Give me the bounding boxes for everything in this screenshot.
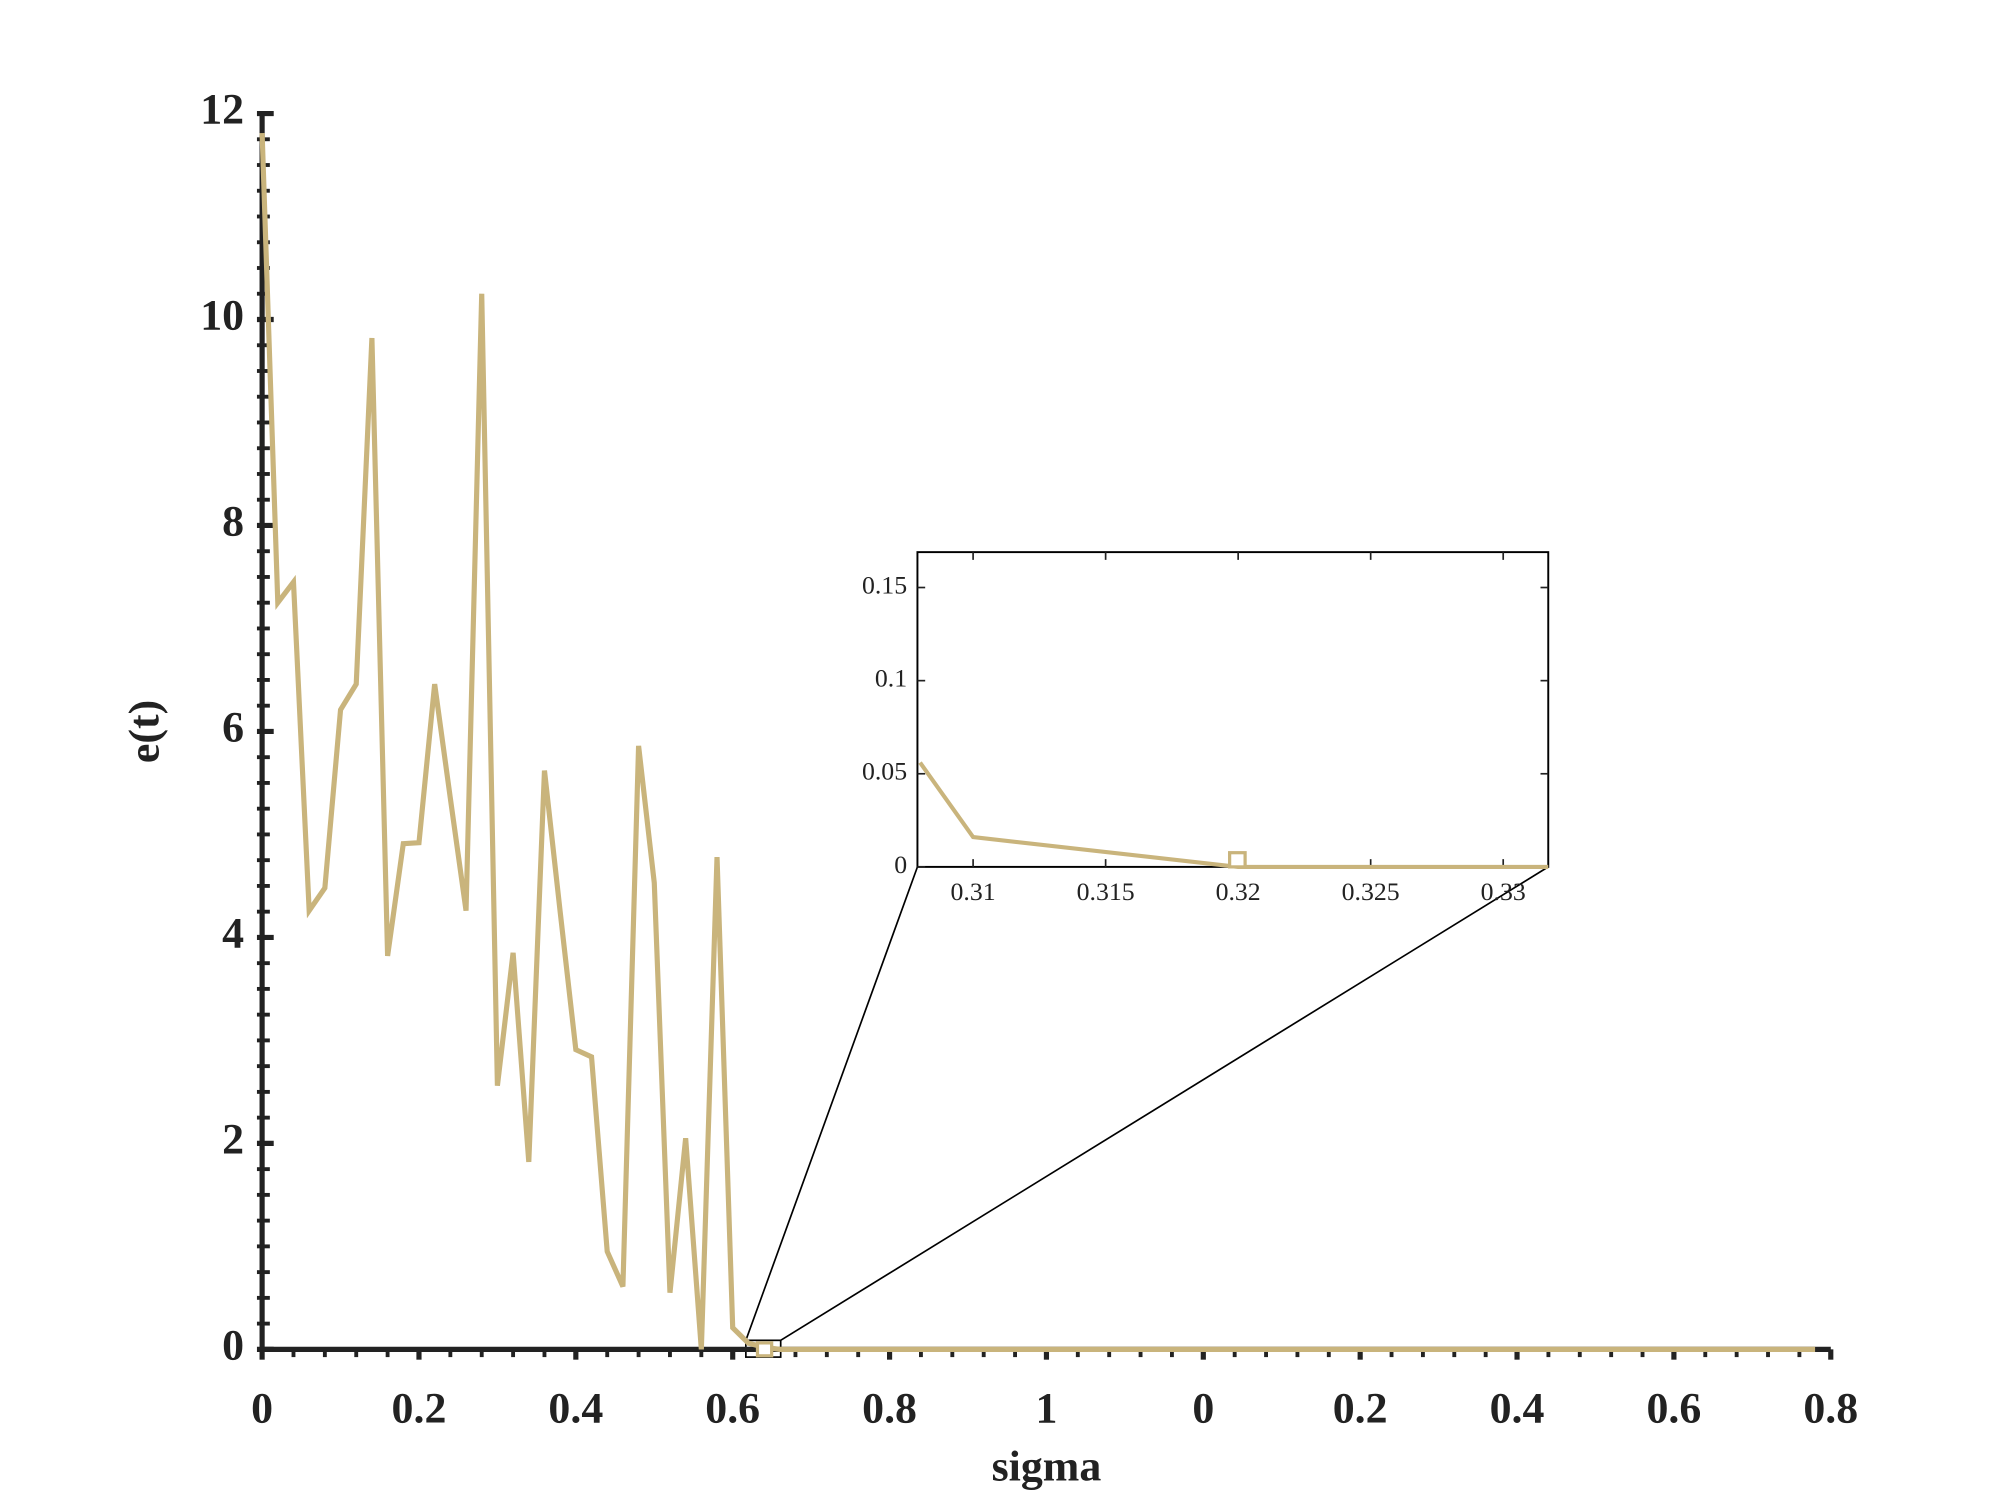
y-tick-label: 2	[222, 1115, 244, 1163]
x-tick-label: 0.8	[1803, 1385, 1858, 1433]
zoom-connector	[780, 866, 1549, 1342]
y-tick-label: 8	[222, 498, 244, 546]
y-tick-label: 0.15	[862, 570, 907, 599]
x-tick-label: 1	[1035, 1385, 1057, 1433]
x-tick-label: 0.6	[1646, 1385, 1701, 1433]
y-axis-label: e(t)	[121, 700, 169, 763]
x-tick-label: 0.8	[862, 1385, 917, 1433]
y-tick-label: 10	[200, 292, 244, 340]
x-tick-label: 0	[251, 1385, 273, 1433]
y-tick-label: 12	[200, 86, 244, 134]
data-line	[918, 761, 1549, 869]
zoom-connector	[745, 866, 919, 1341]
x-tick-label: 0.2	[1333, 1385, 1388, 1433]
data-line	[259, 133, 1816, 1352]
zoom-marker	[755, 1341, 774, 1358]
x-tick-label: 0.31	[951, 877, 996, 906]
x-tick-label: 0.4	[548, 1385, 603, 1433]
x-tick-label: 0.4	[1490, 1385, 1545, 1433]
x-tick-label: 0	[1192, 1385, 1214, 1433]
x-tick-label: 0.33	[1481, 877, 1526, 906]
x-tick-label: 0.325	[1342, 877, 1400, 906]
y-tick-label: 0.1	[875, 664, 907, 693]
inset-frame	[916, 551, 1550, 868]
y-tick-label: 6	[222, 704, 244, 752]
x-tick-label: 0.32	[1216, 877, 1261, 906]
x-tick-label: 0.315	[1077, 877, 1135, 906]
y-tick-label: 0.05	[862, 757, 907, 786]
x-tick-label: 0.2	[392, 1385, 447, 1433]
y-tick-label: 4	[222, 909, 244, 957]
zoom-marker	[1228, 851, 1247, 869]
y-tick-label: 0	[222, 1321, 244, 1369]
x-tick-label: 0.6	[705, 1385, 760, 1433]
y-tick-label: 0	[894, 850, 907, 879]
x-axis-label: sigma	[992, 1443, 1102, 1491]
